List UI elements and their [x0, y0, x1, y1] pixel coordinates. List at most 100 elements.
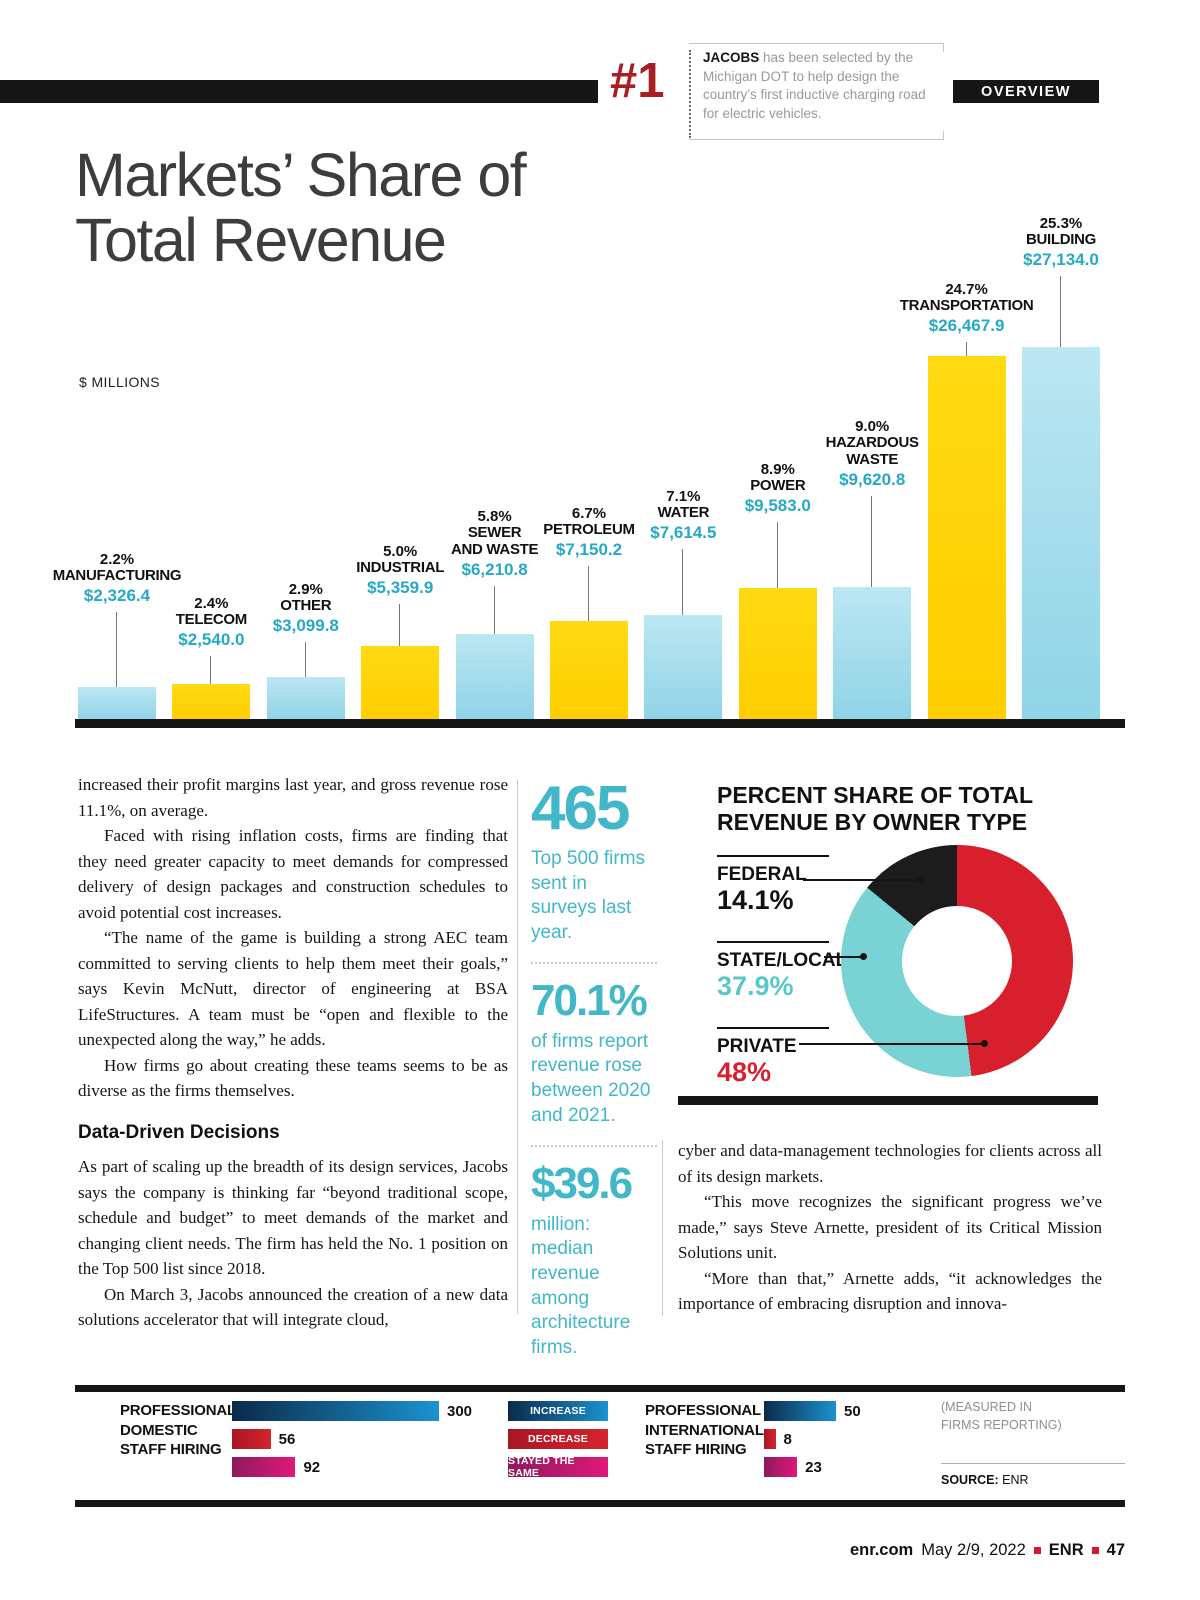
- bar-category: SEWER AND WASTE: [450, 524, 539, 559]
- stat-divider: [531, 961, 657, 964]
- measured-note: (MEASURED IN FIRMS REPORTING): [941, 1400, 1062, 1432]
- bar-label: 2.4% TELECOM $2,540.0: [131, 595, 291, 650]
- bar-value: $27,134.0: [1023, 250, 1099, 269]
- legend-item-same: STAYED THE SAME: [508, 1455, 608, 1479]
- callout-brand: JACOBS: [703, 50, 760, 65]
- bar-group-other: 2.9% OTHER $3,099.8: [266, 200, 345, 719]
- owner-value: 14.1%: [717, 885, 794, 915]
- paragraph: cyber and data-management technologies f…: [678, 1141, 1102, 1186]
- bar-group-petroleum: 6.7% PETROLEUM $7,150.2: [543, 200, 635, 719]
- bar-group-power: 8.9% POWER $9,583.0: [738, 200, 817, 719]
- label-connector-line: [1060, 276, 1061, 359]
- hiring-value: 56: [278, 1430, 296, 1448]
- hiring-bar-same: [764, 1457, 798, 1477]
- callout-dotted-divider: [689, 50, 691, 138]
- bar: [833, 587, 912, 719]
- hiring-row: 56: [232, 1429, 472, 1449]
- bar-category: POWER: [750, 477, 806, 495]
- bar-category: INDUSTRIAL: [356, 559, 445, 577]
- bar-value: $7,614.5: [650, 523, 717, 542]
- donut-label-federal: FEDERAL 14.1%: [717, 855, 877, 915]
- donut-label-private: PRIVATE 48%: [717, 1027, 877, 1087]
- paragraph: “The name of the game is building a stro…: [78, 928, 508, 1049]
- bar-percent: 25.3%: [1039, 215, 1083, 233]
- bar: [172, 684, 251, 719]
- leader-dot-state-local: [860, 953, 867, 960]
- bar-percent: 5.0%: [383, 543, 418, 561]
- bar-value: $3,099.8: [272, 616, 339, 635]
- stat-text: of firms report revenue rose between 202…: [531, 1030, 651, 1126]
- domestic-hiring-bars: 300 56 92: [232, 1401, 472, 1485]
- bar-category: OTHER: [280, 597, 332, 615]
- donut-bottom-rule: [678, 1096, 1098, 1105]
- donut-label-state-local: STATE/LOCAL 37.9%: [717, 941, 877, 1001]
- label-connector-line: [588, 566, 589, 633]
- hiring-row: 23: [764, 1457, 861, 1477]
- label-connector-line: [776, 522, 778, 600]
- bar-category: MANUFACTURING: [52, 567, 182, 585]
- source-value: ENR: [1002, 1473, 1029, 1487]
- bar: [550, 620, 628, 719]
- footer-date: May 2/9, 2022: [921, 1541, 1026, 1559]
- leader-dot-private: [981, 1040, 988, 1047]
- paragraph: On March 3, Jacobs announced the creatio…: [78, 1284, 508, 1330]
- rank-number: #1: [610, 54, 665, 108]
- overview-label: OVERVIEW: [981, 83, 1071, 100]
- bar-group-hazardous-waste: 9.0% HAZARDOUS WASTE $9,620.8: [826, 200, 919, 719]
- bar-percent: 6.7%: [571, 505, 607, 523]
- paragraph: Faced with rising inflation costs, firms…: [78, 826, 508, 922]
- stat-block: 465 Top 500 firms sent in surveys last ye…: [531, 778, 657, 946]
- callout-bracket-bottom: [689, 131, 944, 140]
- bar-group-industrial: 5.0% INDUSTRIAL $5,359.9: [356, 200, 444, 719]
- label-connector-line: [682, 549, 684, 627]
- bar-value: $9,620.8: [839, 470, 906, 489]
- hiring-bar-increase: [764, 1401, 836, 1421]
- bar-category: BUILDING: [1025, 231, 1097, 249]
- chart-baseline: [75, 719, 1125, 728]
- bar-value: $2,326.4: [83, 586, 151, 605]
- bar-label: 8.9% POWER $9,583.0: [698, 461, 858, 516]
- hiring-row: 300: [232, 1401, 472, 1421]
- hiring-bar-decrease: [764, 1429, 776, 1449]
- label-connector-line: [965, 342, 967, 369]
- bar-label: 5.8% SEWER AND WASTE $6,210.8: [415, 508, 575, 580]
- bar-label: 9.0% HAZARDOUS WASTE $9,620.8: [792, 418, 952, 490]
- label-connector-line: [210, 656, 212, 697]
- source-line: SOURCE: ENR: [941, 1473, 1029, 1487]
- label-rule: [717, 855, 829, 857]
- bar-label: 24.7% TRANSPORTATION $26,467.9: [887, 281, 1047, 336]
- leader-line-federal: [803, 879, 921, 881]
- bar: [266, 676, 345, 719]
- hiring-legend: INCREASE DECREASE STAYED THE SAME: [508, 1401, 608, 1485]
- column-rule: [662, 1140, 663, 1316]
- hiring-value: 50: [844, 1402, 861, 1420]
- paragraph-group: increased their profit margins last year…: [78, 772, 508, 1104]
- owner-name: STATE/LOCAL: [717, 950, 848, 971]
- paragraph: As part of scaling up the breadth of its…: [78, 1157, 508, 1278]
- bar: [738, 587, 817, 719]
- callout-bracket-top: [689, 43, 944, 52]
- legend-item-increase: INCREASE: [508, 1401, 608, 1421]
- paragraph: increased their profit margins last year…: [78, 775, 508, 820]
- footer-separator-square: [1091, 1547, 1099, 1554]
- bar-label: 2.2% MANUFACTURING $2,326.4: [37, 551, 197, 606]
- bar: [927, 356, 1006, 719]
- label-connector-line: [304, 642, 306, 689]
- bar-percent: 2.2%: [99, 551, 135, 569]
- international-hiring-bars: 50 8 23: [764, 1401, 861, 1485]
- stat-value: 465: [531, 774, 630, 843]
- bar: [1022, 347, 1100, 719]
- bar-value: $9,583.0: [744, 496, 811, 515]
- leader-line-private: [799, 1043, 985, 1045]
- bar-category: TELECOM: [175, 611, 248, 629]
- bar-group-building: 25.3% BUILDING $27,134.0: [1022, 200, 1100, 719]
- bar-value: $6,210.8: [461, 560, 528, 579]
- bar-percent: 9.0%: [855, 418, 890, 436]
- label-rule: [717, 1027, 829, 1029]
- legend-item-decrease: DECREASE: [508, 1429, 608, 1449]
- bar-category: WATER: [657, 504, 710, 522]
- hiring-row: 50: [764, 1401, 861, 1421]
- label-rule: [717, 941, 829, 943]
- owner-name: FEDERAL: [717, 864, 807, 885]
